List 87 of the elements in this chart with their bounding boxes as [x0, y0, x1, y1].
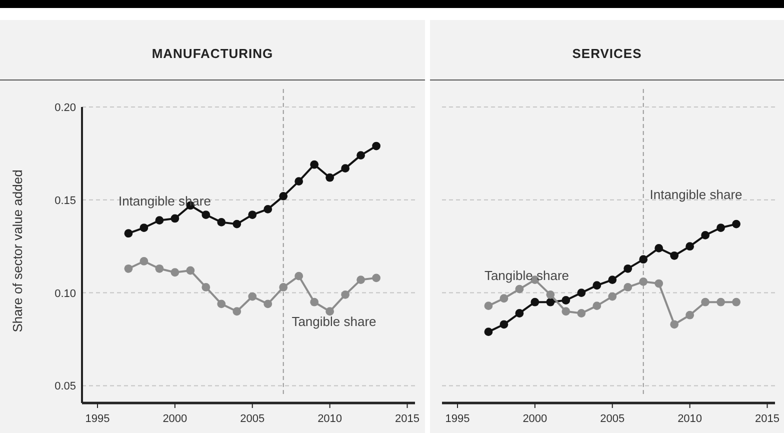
point [670, 251, 679, 260]
x-tick-label: 2000 [522, 413, 548, 425]
point [140, 224, 148, 232]
point [654, 279, 664, 288]
y-axis-title: Share of sector value added [10, 170, 25, 332]
point [170, 214, 180, 223]
x-tick-label: 2010 [678, 413, 702, 425]
point [264, 300, 272, 308]
series-label: Tangible share [484, 268, 570, 283]
y-tick-label: 0.15 [54, 194, 76, 207]
point [577, 288, 586, 298]
point [500, 320, 508, 329]
point [732, 220, 740, 228]
chart-title: MANUFACTURING [152, 46, 274, 61]
series-label: Tangible share [292, 314, 376, 329]
point [701, 298, 710, 306]
point [326, 307, 334, 316]
point [326, 173, 334, 182]
point [670, 320, 679, 329]
point [264, 204, 272, 214]
point [608, 292, 617, 301]
point [577, 309, 586, 318]
point [294, 177, 304, 186]
y-tick-label: 0.20 [54, 102, 76, 114]
point [686, 310, 694, 320]
series-label: Intangible share [118, 193, 211, 208]
x-tick-label: 2015 [395, 413, 420, 425]
point [202, 210, 210, 219]
point [686, 242, 694, 251]
point [202, 283, 210, 292]
point [716, 298, 725, 306]
point [310, 298, 319, 306]
y-tick-label: 0.05 [54, 380, 76, 393]
point [546, 290, 555, 299]
point [515, 284, 524, 294]
x-tick-label: 2005 [600, 413, 625, 425]
point [654, 244, 664, 252]
y-tick-label: 0.10 [54, 288, 76, 300]
x-tick-label: 2000 [162, 413, 188, 425]
x-tick-label: 2015 [755, 413, 780, 425]
point [279, 283, 288, 292]
point [140, 257, 148, 266]
point [186, 266, 195, 275]
point [701, 231, 710, 240]
point [484, 328, 493, 336]
point [155, 264, 164, 273]
point [124, 264, 133, 273]
point [341, 164, 350, 173]
point [170, 268, 180, 277]
point [124, 229, 133, 238]
point [484, 302, 493, 310]
point [248, 210, 257, 219]
point [232, 307, 242, 316]
point [217, 218, 226, 226]
point [546, 298, 555, 306]
point [530, 298, 540, 306]
chart-title: SERVICES [572, 46, 642, 61]
x-tick-label: 1995 [85, 413, 110, 425]
point [624, 264, 632, 273]
point [562, 307, 570, 316]
point [217, 300, 226, 308]
point [155, 216, 164, 225]
point [372, 142, 380, 150]
point [372, 274, 380, 282]
point [310, 160, 319, 169]
point [356, 151, 365, 160]
point [592, 302, 602, 310]
x-tick-label: 2005 [240, 413, 265, 425]
point [232, 220, 242, 228]
point [732, 298, 740, 306]
point [356, 276, 365, 284]
point [716, 224, 725, 232]
point [592, 281, 602, 290]
point [248, 292, 257, 301]
point [294, 272, 304, 280]
series-label: Intangible share [650, 187, 742, 202]
point [608, 276, 617, 284]
point [624, 283, 632, 292]
point [562, 296, 570, 304]
point [341, 290, 350, 299]
point [515, 309, 524, 318]
x-tick-label: 2010 [318, 413, 342, 425]
point [500, 294, 508, 303]
point [639, 255, 648, 264]
point [639, 277, 648, 286]
point [279, 192, 288, 200]
x-tick-label: 1995 [445, 413, 470, 425]
